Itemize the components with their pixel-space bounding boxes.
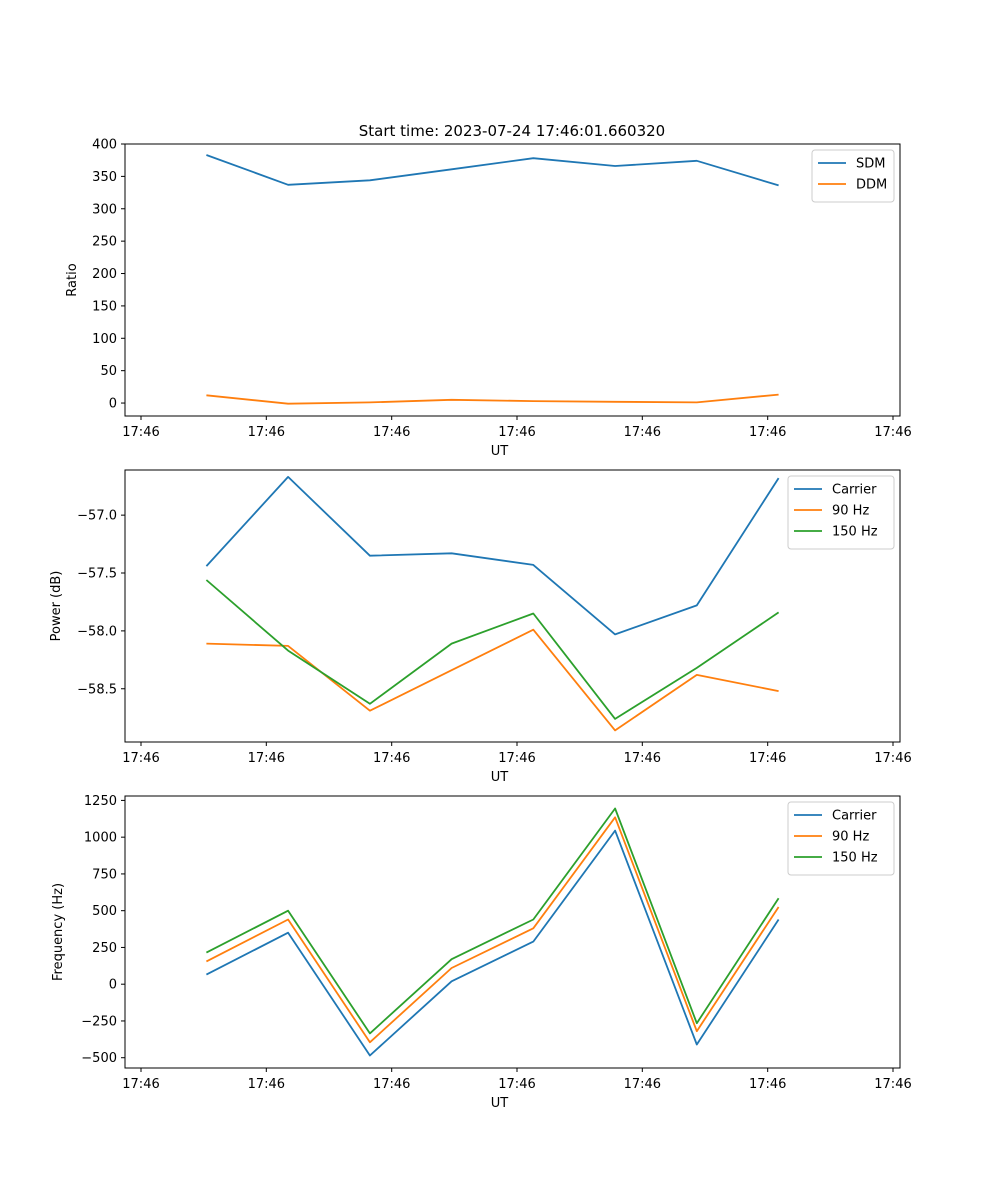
x-tick-label: 17:46 (624, 1077, 661, 1092)
x-tick-label: 17:46 (498, 751, 535, 766)
x-axis-label: UT (491, 770, 509, 785)
legend-label: 150 Hz (832, 851, 878, 866)
x-tick-label: 17:46 (749, 425, 786, 440)
legend-label: Carrier (832, 809, 877, 824)
legend-label: 150 Hz (832, 525, 878, 540)
y-tick-label: −58.5 (77, 682, 117, 697)
x-tick-label: 17:46 (749, 1077, 786, 1092)
series-line-sdm (206, 154, 779, 187)
series-line-90-hz (205, 816, 780, 1044)
legend: Carrier 90 Hz 150 Hz (787, 801, 895, 876)
chart-title: Start time: 2023-07-24 17:46:01.660320 (359, 122, 665, 140)
x-tick-label: 17:46 (624, 425, 661, 440)
series-line-carrier (205, 829, 780, 1057)
x-tick-label: 17:46 (373, 425, 410, 440)
series-line-ddm (206, 393, 779, 405)
x-tick-label: 17:46 (248, 425, 285, 440)
x-tick-label: 17:46 (874, 425, 911, 440)
y-tick-label: −57.5 (77, 567, 117, 582)
y-axis-label: Frequency (Hz) (51, 883, 66, 981)
x-tick-label: 17:46 (874, 751, 911, 766)
y-tick-label: 50 (100, 364, 117, 379)
y-axis-label: Power (dB) (49, 571, 64, 642)
y-tick-label: 1250 (84, 794, 117, 809)
x-axis-label: UT (491, 1096, 509, 1111)
axes-frame (124, 469, 901, 743)
y-tick-label: 350 (92, 170, 117, 185)
x-tick-label: 17:46 (498, 1077, 535, 1092)
legend: Carrier 90 Hz 150 Hz (787, 475, 895, 550)
y-tick-label: −58.0 (77, 624, 117, 639)
y-tick-label: 1000 (84, 831, 117, 846)
x-tick-label: 17:46 (122, 425, 159, 440)
x-tick-label: 17:46 (874, 1077, 911, 1092)
y-tick-label: 300 (92, 202, 117, 217)
legend-label: 90 Hz (832, 830, 869, 845)
y-tick-label: 400 (92, 138, 117, 153)
x-tick-label: 17:46 (749, 751, 786, 766)
legend-label: Carrier (832, 483, 877, 498)
y-tick-label: −250 (81, 1014, 117, 1029)
y-tick-label: 0 (109, 978, 117, 993)
x-tick-label: 17:46 (624, 751, 661, 766)
y-tick-label: 250 (92, 235, 117, 250)
y-tick-label: 100 (92, 332, 117, 347)
subplot-1: 0 50 100 150 200 250 300 350 400 17:46 17:46 17:46 1… (65, 138, 912, 460)
x-tick-label: 17:46 (373, 1077, 410, 1092)
x-tick-label: 17:46 (373, 751, 410, 766)
y-tick-label: 200 (92, 267, 117, 282)
y-tick-label: 150 (92, 299, 117, 314)
series-line-90-hz (206, 628, 779, 732)
y-tick-label: 500 (92, 904, 117, 919)
legend-label: DDM (856, 178, 887, 193)
y-tick-label: 250 (92, 941, 117, 956)
x-tick-label: 17:46 (248, 751, 285, 766)
axes-frame (124, 795, 901, 1069)
x-tick-label: 17:46 (498, 425, 535, 440)
x-tick-label: 17:46 (122, 751, 159, 766)
subplot-2: −57.0 −57.5 −58.0 −58.5 17:46 17:46 17:46 17:46… (49, 469, 912, 785)
y-tick-label: 750 (92, 867, 117, 882)
y-tick-label: −57.0 (77, 509, 117, 524)
x-axis-label: UT (491, 444, 509, 459)
y-axis-label: Ratio (65, 263, 80, 296)
legend-label: 90 Hz (832, 504, 869, 519)
series-line-carrier (205, 475, 780, 636)
subplot-3: −500 −250 0 250 500 750 1000 1250 17:46 17:46 17:4… (51, 794, 912, 1111)
series-line-150-hz (205, 579, 780, 720)
legend-label: SDM (856, 157, 885, 172)
y-tick-label: −500 (81, 1051, 117, 1066)
axes-frame (124, 143, 901, 417)
legend: SDM DDM (811, 149, 895, 203)
x-tick-label: 17:46 (248, 1077, 285, 1092)
x-tick-label: 17:46 (122, 1077, 159, 1092)
series-line-150-hz (205, 807, 780, 1035)
y-tick-label: 0 (109, 397, 117, 412)
